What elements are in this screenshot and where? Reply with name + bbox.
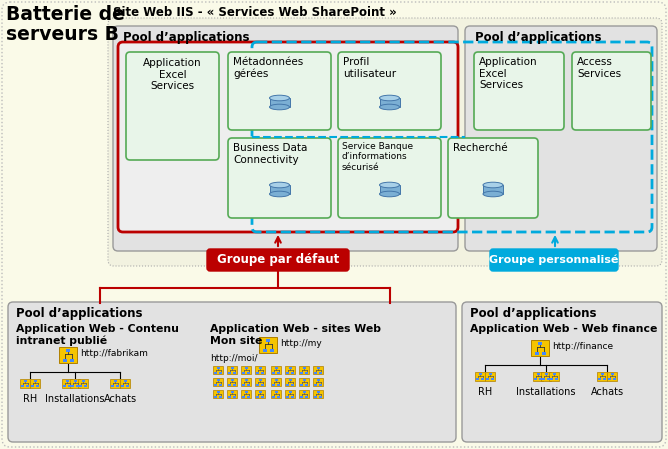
- Text: RH: RH: [478, 387, 492, 397]
- Text: Business Data
Connectivity: Business Data Connectivity: [233, 143, 307, 165]
- Bar: [286, 383, 289, 386]
- Bar: [259, 337, 277, 353]
- Bar: [542, 378, 545, 380]
- Bar: [269, 98, 289, 107]
- Bar: [84, 385, 87, 387]
- Bar: [544, 373, 548, 374]
- Bar: [314, 371, 317, 374]
- FancyBboxPatch shape: [338, 52, 441, 130]
- Bar: [255, 390, 265, 398]
- Bar: [531, 340, 549, 356]
- Ellipse shape: [483, 191, 503, 197]
- Bar: [230, 367, 234, 369]
- Bar: [478, 373, 482, 374]
- Bar: [261, 371, 264, 374]
- Bar: [233, 383, 236, 386]
- Bar: [552, 373, 556, 374]
- Bar: [601, 373, 603, 374]
- Bar: [256, 383, 259, 386]
- Bar: [242, 371, 245, 374]
- Bar: [299, 366, 309, 374]
- Bar: [491, 378, 494, 380]
- Ellipse shape: [379, 182, 399, 188]
- Bar: [29, 379, 40, 387]
- Bar: [379, 98, 399, 107]
- Bar: [33, 379, 37, 382]
- Bar: [275, 391, 277, 393]
- Bar: [555, 378, 558, 380]
- Bar: [21, 385, 24, 387]
- Text: Groupe par défaut: Groupe par défaut: [217, 254, 339, 267]
- Bar: [538, 342, 542, 345]
- Bar: [227, 366, 236, 374]
- Text: Groupe personnalisé: Groupe personnalisé: [490, 255, 619, 265]
- Bar: [486, 378, 489, 380]
- Bar: [285, 378, 295, 386]
- Bar: [542, 352, 546, 355]
- Bar: [299, 378, 309, 386]
- Bar: [540, 371, 551, 380]
- Bar: [63, 359, 67, 362]
- Bar: [532, 371, 543, 380]
- FancyBboxPatch shape: [228, 138, 331, 218]
- Bar: [289, 379, 291, 381]
- Bar: [484, 371, 496, 380]
- Bar: [216, 379, 220, 381]
- Ellipse shape: [379, 95, 399, 101]
- FancyBboxPatch shape: [8, 302, 456, 442]
- Ellipse shape: [269, 95, 289, 101]
- Text: Achats: Achats: [104, 394, 136, 404]
- Bar: [242, 383, 245, 386]
- Bar: [313, 390, 323, 398]
- Ellipse shape: [379, 104, 399, 110]
- Bar: [259, 367, 261, 369]
- Bar: [68, 385, 71, 387]
- Text: Application Web - Contenu
intranet publié: Application Web - Contenu intranet publi…: [16, 324, 179, 346]
- Bar: [291, 383, 294, 386]
- FancyBboxPatch shape: [465, 26, 657, 251]
- Bar: [275, 367, 277, 369]
- Bar: [114, 379, 116, 382]
- Bar: [219, 371, 222, 374]
- Bar: [31, 385, 34, 387]
- FancyBboxPatch shape: [474, 52, 564, 130]
- Bar: [242, 396, 245, 397]
- Bar: [534, 378, 537, 380]
- Text: Application Web - Web finance: Application Web - Web finance: [470, 324, 657, 334]
- Bar: [277, 371, 280, 374]
- Bar: [230, 391, 234, 393]
- Bar: [317, 391, 319, 393]
- Bar: [228, 396, 231, 397]
- Bar: [536, 373, 540, 374]
- Bar: [305, 396, 308, 397]
- Bar: [213, 378, 223, 386]
- Text: Service Banque
d’informations
sécurisé: Service Banque d’informations sécurisé: [342, 142, 413, 172]
- Bar: [71, 385, 74, 387]
- Bar: [255, 366, 265, 374]
- Bar: [69, 359, 73, 362]
- Bar: [379, 185, 399, 194]
- Bar: [317, 379, 319, 381]
- Bar: [59, 347, 77, 363]
- Bar: [110, 379, 120, 387]
- Bar: [550, 378, 553, 380]
- Bar: [289, 391, 291, 393]
- Bar: [317, 367, 319, 369]
- Bar: [61, 379, 72, 387]
- Bar: [66, 349, 70, 352]
- Bar: [277, 383, 280, 386]
- Bar: [488, 373, 492, 374]
- Bar: [305, 371, 308, 374]
- Bar: [36, 385, 39, 387]
- Bar: [611, 373, 613, 374]
- Text: Site Web IIS - « Services Web SharePoint »: Site Web IIS - « Services Web SharePoint…: [113, 6, 397, 19]
- Bar: [548, 371, 559, 380]
- Bar: [216, 391, 220, 393]
- FancyBboxPatch shape: [108, 18, 662, 266]
- Bar: [300, 371, 303, 374]
- Bar: [233, 396, 236, 397]
- Text: http://my: http://my: [280, 339, 322, 348]
- Text: Application Web - sites Web
Mon site: Application Web - sites Web Mon site: [210, 324, 381, 346]
- Bar: [63, 385, 66, 387]
